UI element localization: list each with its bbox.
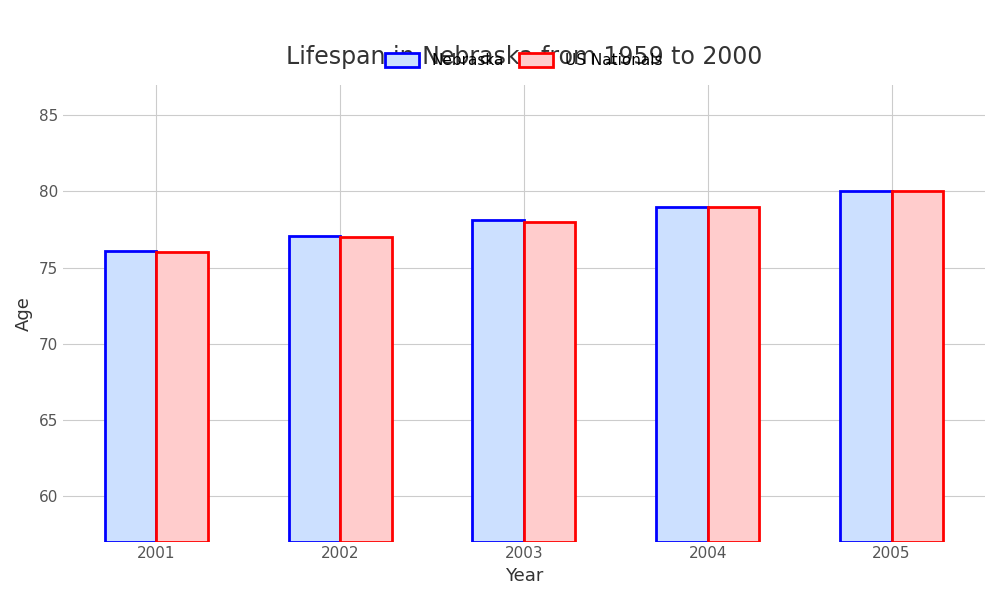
Bar [156,253,208,542]
Bar [340,237,392,542]
Bar [708,206,759,542]
Title: Lifespan in Nebraska from 1959 to 2000: Lifespan in Nebraska from 1959 to 2000 [286,45,762,69]
Bar [289,236,340,542]
X-axis label: Year: Year [505,567,543,585]
Bar [892,191,943,542]
Bar [105,251,156,542]
Bar [472,220,524,542]
Bar [840,191,892,542]
Y-axis label: Age: Age [15,296,33,331]
Bar [524,222,575,542]
Bar [656,206,708,542]
Legend: Nebraska, US Nationals: Nebraska, US Nationals [379,47,668,74]
